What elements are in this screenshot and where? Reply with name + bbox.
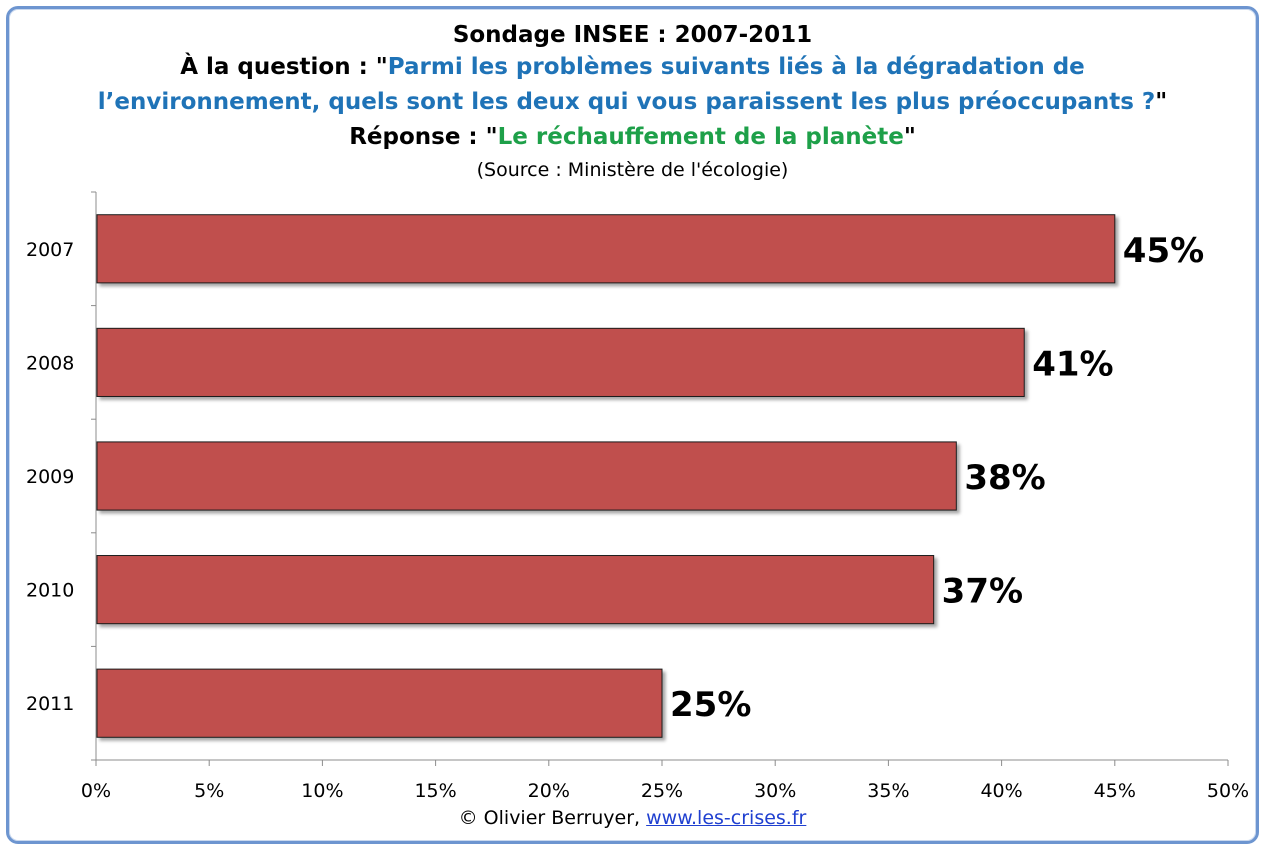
question-text-2: l’environnement, quels sont les deux qui… [97,89,1156,115]
question-line-1: À la question : "Parmi les problèmes sui… [0,50,1265,85]
bar-2010 [96,555,935,625]
answer-prefix: Réponse : " [349,124,498,150]
bar-2007 [96,214,1116,284]
y-tick-label: 2010 [26,580,74,602]
data-label-2011: 25% [670,685,751,725]
y-tick-label: 2007 [26,239,74,261]
x-tick-label: 45% [1094,780,1136,802]
credit-text: © Olivier Berruyer, [458,807,647,829]
x-tick-label: 30% [754,780,796,802]
chart-source: (Source : Ministère de l'écologie) [476,159,789,181]
answer-text: Le réchauffement de la planète [497,124,904,150]
bar-2009 [96,441,957,511]
data-label-2010: 37% [942,572,1023,612]
x-tick-label: 0% [81,780,111,802]
y-tick-label: 2009 [26,466,74,488]
chart-titles: Sondage INSEE : 2007-2011 À la question … [0,20,1265,185]
question-prefix: À la question : " [180,54,388,80]
data-labels: 45% 41% 38% 37% 25% [670,231,1204,725]
question-suffix: " [1155,89,1168,115]
data-label-2009: 38% [964,458,1045,498]
bar-2008 [96,327,1025,397]
x-tick-label: 50% [1207,780,1249,802]
x-tick-label: 20% [528,780,570,802]
axes: 0% 5% 10% 15% 20% 25% 30% 35% 40% 45% 50% 2007 2008 2… [26,191,1249,802]
answer-line: Réponse : "Le réchauffement de la planèt… [0,120,1265,155]
question-line-2: l’environnement, quels sont les deux qui… [0,85,1265,120]
data-label-2008: 41% [1032,344,1113,384]
y-tick-label: 2008 [26,352,74,374]
data-label-2007: 45% [1123,231,1204,271]
y-tick-label: 2011 [26,693,74,715]
chart-title: Sondage INSEE : 2007-2011 [452,22,813,48]
bars [96,214,1116,738]
x-tick-label: 10% [301,780,343,802]
answer-suffix: " [903,124,916,150]
x-tick-label: 35% [867,780,909,802]
x-tick-label: 25% [641,780,683,802]
credit-link[interactable]: www.les-crises.fr [646,807,807,829]
credit-line: © Olivier Berruyer, www.les-crises.fr [0,807,1265,829]
bar-2011 [96,668,663,738]
x-tick-label: 5% [194,780,224,802]
question-text-1: Parmi les problèmes suivants liés à la d… [387,54,1085,80]
x-tick-label: 40% [980,780,1022,802]
x-tick-label: 15% [414,780,456,802]
